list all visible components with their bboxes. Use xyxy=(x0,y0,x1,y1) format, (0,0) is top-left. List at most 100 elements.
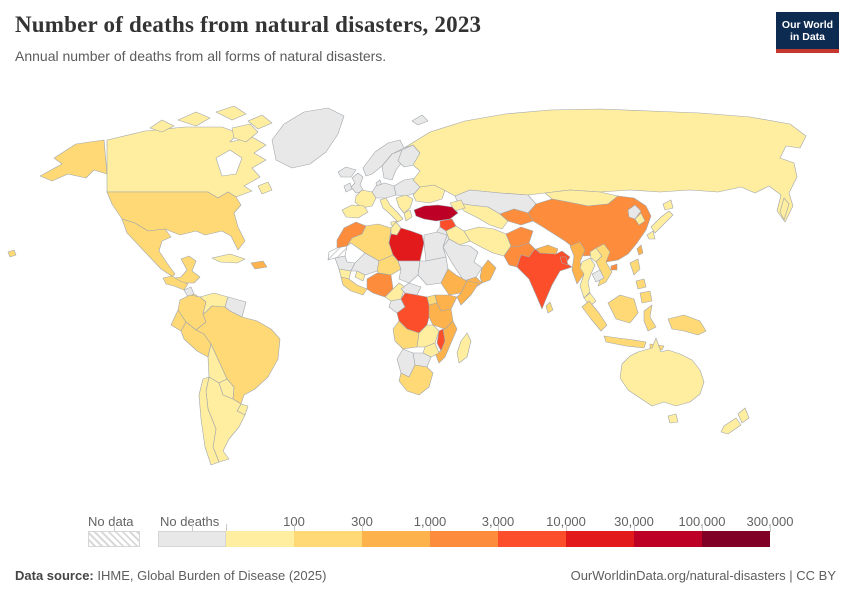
country-france[interactable] xyxy=(354,189,377,209)
country-sakhalin[interactable] xyxy=(779,197,790,221)
country-bangladesh[interactable] xyxy=(559,256,569,266)
country-papua[interactable] xyxy=(667,314,707,336)
country-north-korea[interactable] xyxy=(627,204,642,220)
country-japan-honshu[interactable] xyxy=(650,210,674,234)
country-greenland[interactable] xyxy=(271,107,345,169)
country-car[interactable] xyxy=(400,282,422,296)
country-cuba[interactable] xyxy=(211,253,246,264)
legend-tick xyxy=(294,523,295,532)
country-angola[interactable] xyxy=(392,320,420,350)
country-vietnam[interactable] xyxy=(595,243,613,287)
country-turkey[interactable] xyxy=(413,204,459,222)
country-mozambique[interactable] xyxy=(434,320,458,364)
country-zimbabwe[interactable] xyxy=(422,342,440,358)
legend-tick xyxy=(192,523,193,532)
country-ivorycoast-ghana[interactable] xyxy=(340,276,368,296)
country-canada-arctic2[interactable] xyxy=(177,111,211,127)
legend-no-data-label: No data xyxy=(88,514,134,529)
country-japan-kyushu[interactable] xyxy=(646,230,656,240)
legend-tick xyxy=(770,523,771,532)
legend-bin-swatch-5[interactable] xyxy=(566,531,634,547)
legend-bin-swatch-0[interactable] xyxy=(226,531,294,547)
legend-no-data-swatch[interactable] xyxy=(88,531,140,547)
legend-bin-swatch-7[interactable] xyxy=(702,531,770,547)
legend-tick-label-100: 100 xyxy=(283,514,305,529)
country-mali[interactable] xyxy=(350,252,380,276)
country-australia[interactable] xyxy=(619,337,705,407)
country-russia[interactable] xyxy=(403,108,807,223)
legend-tick xyxy=(634,523,635,532)
country-svalbard[interactable] xyxy=(411,114,429,126)
country-indonesia-borneo[interactable] xyxy=(607,294,639,324)
country-italy[interactable] xyxy=(379,197,404,223)
legend-bin-swatch-2[interactable] xyxy=(362,531,430,547)
country-egypt[interactable] xyxy=(423,231,448,262)
country-guatemala-honduras[interactable] xyxy=(162,275,189,291)
country-germany-central[interactable] xyxy=(371,182,397,199)
country-canada-arctic3[interactable] xyxy=(215,105,247,121)
country-norway[interactable] xyxy=(362,139,405,177)
country-canada-arctic4[interactable] xyxy=(247,114,273,130)
country-indonesia-sumatra[interactable] xyxy=(581,300,608,332)
country-ireland[interactable] xyxy=(343,182,353,193)
legend-tick-label-1000: 1,000 xyxy=(413,514,447,529)
country-spain[interactable] xyxy=(341,204,369,219)
country-balkans[interactable] xyxy=(395,194,414,214)
legend-tick-label-3000: 3,000 xyxy=(481,514,515,529)
legend-tick-label-30000: 30,000 xyxy=(614,514,654,529)
country-saudi[interactable] xyxy=(442,238,483,282)
country-china[interactable] xyxy=(527,195,652,263)
country-somalia[interactable] xyxy=(456,280,480,306)
country-burkina[interactable] xyxy=(354,270,366,282)
country-south-africa[interactable] xyxy=(398,364,434,396)
country-oman[interactable] xyxy=(479,259,497,284)
country-sudan[interactable] xyxy=(417,256,449,286)
country-philippines-visayas[interactable] xyxy=(635,278,647,290)
country-tasmania[interactable] xyxy=(667,413,679,424)
legend-bin-swatch-4[interactable] xyxy=(498,531,566,547)
country-madagascar[interactable] xyxy=(456,332,472,364)
country-iceland[interactable] xyxy=(337,166,357,178)
country-hawaii[interactable] xyxy=(7,249,17,258)
country-hispaniola[interactable] xyxy=(250,260,268,270)
country-senegal-guinea[interactable] xyxy=(338,268,352,280)
country-new-zealand-south[interactable] xyxy=(720,417,742,435)
country-chile[interactable] xyxy=(198,376,220,466)
owid-logo-line2: in Data xyxy=(789,30,825,43)
country-thailand[interactable] xyxy=(579,257,596,299)
country-canada-arctic1[interactable] xyxy=(149,119,175,133)
country-brazil[interactable] xyxy=(195,305,281,405)
country-central-asia[interactable] xyxy=(457,202,509,230)
legend-tick xyxy=(362,523,363,532)
country-nepal[interactable] xyxy=(535,244,559,255)
legend-tick xyxy=(114,523,115,532)
country-canada-baffin[interactable] xyxy=(231,123,259,143)
country-taiwan[interactable] xyxy=(636,244,644,256)
country-sri-lanka[interactable] xyxy=(545,301,554,314)
legend-no-deaths-swatch[interactable] xyxy=(158,531,226,547)
country-south-korea[interactable] xyxy=(634,212,646,226)
owid-logo-box: Our World in Data xyxy=(776,12,839,49)
country-alaska[interactable] xyxy=(39,139,108,182)
legend-tick xyxy=(226,523,227,532)
country-algeria[interactable] xyxy=(346,223,394,262)
country-philippines-mindanao[interactable] xyxy=(639,290,653,304)
legend-no-deaths-label: No deaths xyxy=(160,514,220,529)
country-indonesia-java[interactable] xyxy=(603,335,647,349)
country-indonesia-sulawesi[interactable] xyxy=(643,304,657,332)
legend-tick-label-100000: 100,000 xyxy=(678,514,726,529)
legend-bin-swatch-1[interactable] xyxy=(294,531,362,547)
country-philippines-luzon[interactable] xyxy=(629,258,641,276)
country-japan-hokkaido[interactable] xyxy=(662,199,674,211)
country-new-zealand-north[interactable] xyxy=(737,407,750,424)
legend-bin-swatch-6[interactable] xyxy=(634,531,702,547)
country-greece[interactable] xyxy=(403,209,413,222)
country-canada-newfoundland[interactable] xyxy=(257,181,273,195)
country-hainan[interactable] xyxy=(610,263,618,271)
country-chad[interactable] xyxy=(397,260,421,284)
legend-bin-swatch-3[interactable] xyxy=(430,531,498,547)
country-cambodia[interactable] xyxy=(591,269,605,283)
legend-tick-label-300: 300 xyxy=(351,514,373,529)
